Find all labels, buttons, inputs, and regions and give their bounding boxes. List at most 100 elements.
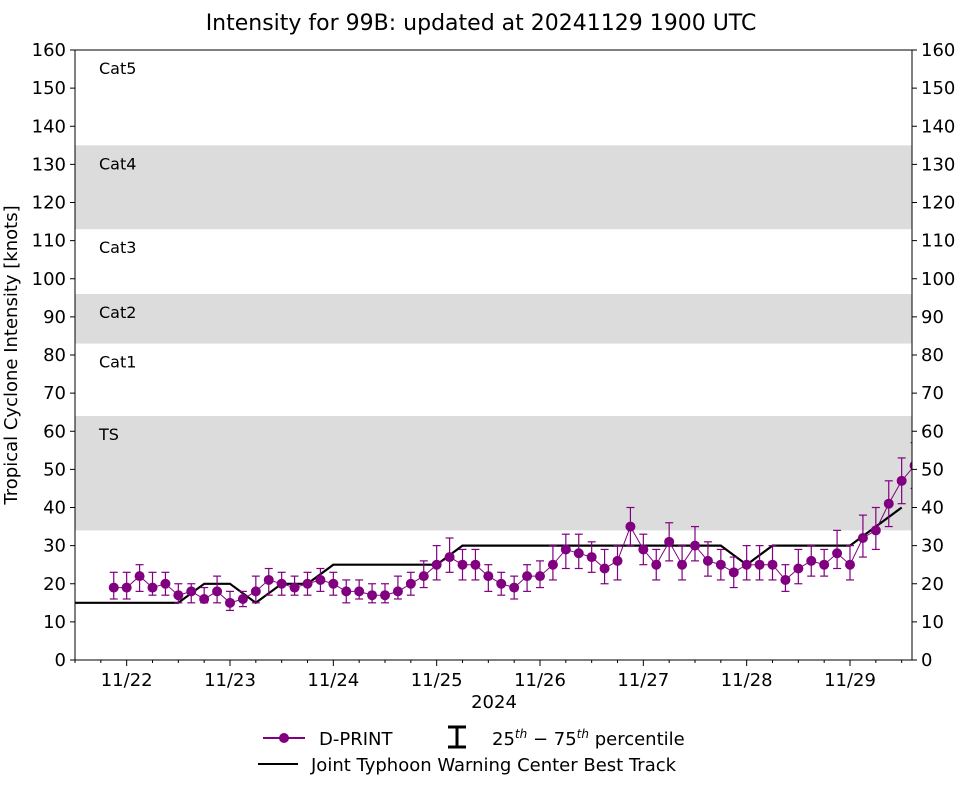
y-tick-label-left: 30 xyxy=(43,536,66,557)
dprint-marker xyxy=(780,574,791,585)
dprint-marker xyxy=(832,548,843,559)
dprint-point xyxy=(496,571,507,596)
y-tick-label-left: 50 xyxy=(43,459,66,480)
dprint-point xyxy=(341,579,352,604)
dprint-marker xyxy=(225,597,235,608)
chart-title: Intensity for 99B: updated at 20241129 1… xyxy=(206,11,757,36)
y-tick-label-right: 50 xyxy=(921,459,944,480)
dprint-point xyxy=(870,506,881,551)
dprint-marker xyxy=(870,525,881,536)
dprint-point xyxy=(857,514,868,558)
y-tick-label-right: 140 xyxy=(921,116,955,137)
dprint-point xyxy=(147,571,158,596)
dprint-point xyxy=(896,457,907,505)
dprint-point xyxy=(612,545,623,581)
dprint-marker xyxy=(483,571,494,582)
dprint-marker xyxy=(677,559,688,570)
dprint-point xyxy=(767,545,778,581)
y-tick-label-left: 150 xyxy=(32,78,66,99)
band-label-cat5: Cat5 xyxy=(99,59,136,78)
dprint-marker xyxy=(315,574,326,585)
band-ts xyxy=(75,416,912,531)
dprint-marker xyxy=(651,559,662,570)
legend-dprint-marker xyxy=(279,733,289,743)
x-axis-label: 2024 xyxy=(471,692,517,713)
dprint-marker xyxy=(328,578,339,589)
dprint-marker xyxy=(431,559,442,570)
dprint-series xyxy=(108,442,912,612)
dprint-marker xyxy=(535,571,545,582)
x-tick-label: 11/29 xyxy=(824,670,876,691)
dprint-point xyxy=(573,533,584,570)
dprint-point xyxy=(121,571,132,600)
dprint-point xyxy=(328,571,339,596)
dprint-point xyxy=(638,533,649,566)
dprint-point xyxy=(599,548,610,585)
dprint-point xyxy=(741,545,752,581)
dprint-point xyxy=(212,575,223,604)
dprint-point xyxy=(250,575,261,604)
dprint-marker xyxy=(134,571,145,582)
dprint-point xyxy=(237,590,248,608)
y-tick-label-right: 90 xyxy=(921,307,944,328)
dprint-point xyxy=(547,545,558,581)
dprint-marker xyxy=(367,590,378,601)
dprint-point xyxy=(289,575,300,596)
dprint-marker xyxy=(418,571,429,582)
dprint-marker xyxy=(457,559,468,570)
dprint-marker xyxy=(573,548,584,559)
dprint-point xyxy=(160,571,171,596)
y-tick-label-right: 60 xyxy=(921,421,944,442)
y-tick-label-right: 70 xyxy=(921,383,944,404)
dprint-marker xyxy=(341,586,352,597)
y-tick-label-left: 10 xyxy=(43,612,66,633)
y-tick-label-right: 130 xyxy=(921,154,955,175)
y-tick-label-right: 120 xyxy=(921,193,955,214)
band-label-cat2: Cat2 xyxy=(99,303,136,322)
y-tick-label-right: 20 xyxy=(921,574,944,595)
y-axis-right: 0 10 20 30 40 50 60 70 80 90 100 110 120 130 140 150 160 xyxy=(912,40,955,671)
dprint-marker xyxy=(302,578,313,589)
category-bands xyxy=(75,145,912,531)
dprint-point xyxy=(392,575,403,600)
dprint-point xyxy=(173,583,184,604)
y-tick-label-right: 100 xyxy=(921,269,955,290)
dprint-marker xyxy=(612,555,623,566)
dprint-marker xyxy=(806,555,817,566)
dprint-point xyxy=(367,583,378,604)
dprint-marker xyxy=(354,586,365,597)
y-tick-label-left: 130 xyxy=(32,154,66,175)
dprint-point xyxy=(535,560,545,589)
legend-percentile-label: 25th − 75th percentile xyxy=(492,727,685,750)
dprint-point xyxy=(883,480,894,528)
dprint-point xyxy=(832,529,843,570)
y-tick-label-left: 80 xyxy=(43,345,66,366)
dprint-point xyxy=(690,525,700,562)
dprint-point xyxy=(819,548,830,577)
dprint-marker xyxy=(754,559,765,570)
dprint-point xyxy=(405,571,416,596)
dprint-point xyxy=(418,560,429,589)
dprint-marker xyxy=(741,559,752,570)
dprint-marker xyxy=(173,590,184,601)
legend: D-PRINT 25th − 75th percentile Joint Typ… xyxy=(258,725,685,776)
dprint-marker xyxy=(547,559,558,570)
dprint-marker xyxy=(857,533,868,543)
dprint-point xyxy=(509,575,520,600)
y-tick-label-left: 60 xyxy=(43,421,66,442)
legend-dprint-label: D-PRINT xyxy=(319,729,393,750)
dprint-marker xyxy=(896,475,907,486)
y-tick-label-right: 80 xyxy=(921,345,944,366)
band-cat4 xyxy=(75,145,912,230)
dprint-marker xyxy=(715,559,726,570)
dprint-point xyxy=(483,564,494,592)
dprint-marker xyxy=(405,578,416,589)
x-tick-label: 11/26 xyxy=(514,670,566,691)
x-tick-label: 11/23 xyxy=(204,670,256,691)
dprint-point xyxy=(754,545,765,581)
dprint-marker xyxy=(909,461,912,470)
legend-errorbar-icon xyxy=(448,725,466,749)
dprint-point xyxy=(625,506,636,547)
dprint-point xyxy=(134,564,145,592)
